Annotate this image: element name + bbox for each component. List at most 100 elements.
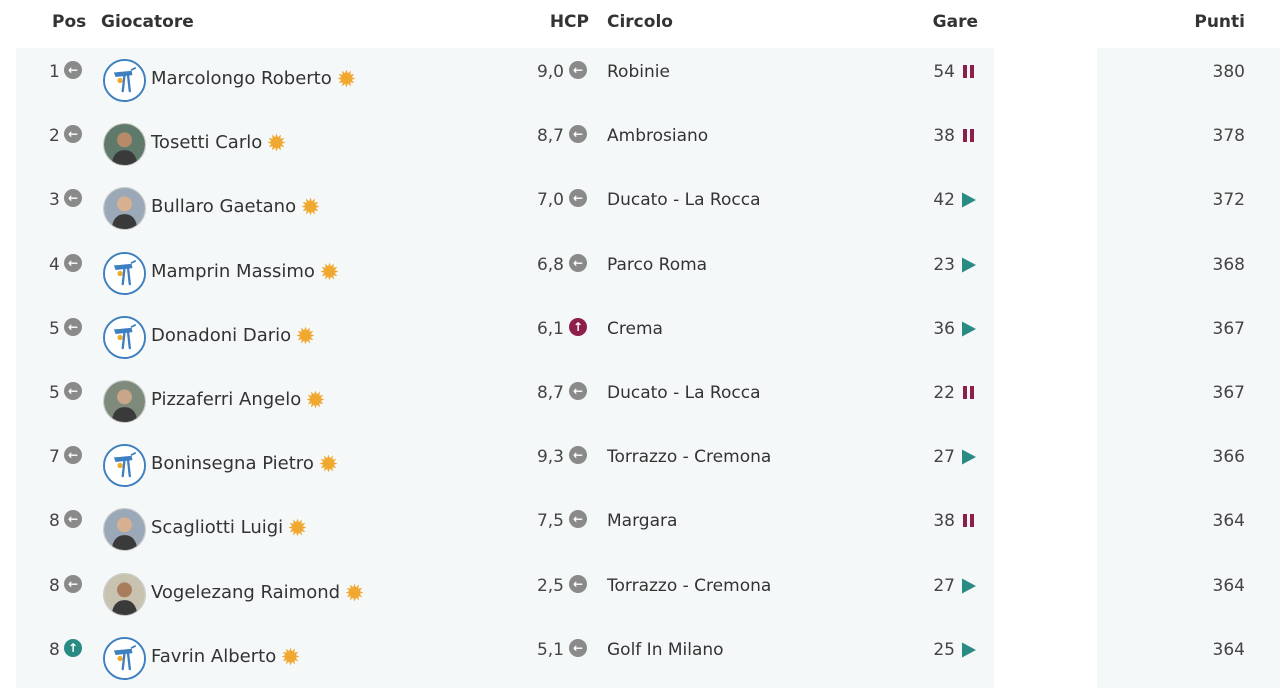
avatar-logo[interactable] xyxy=(103,251,146,295)
header-gare[interactable]: Gare xyxy=(932,12,978,32)
hcp-value: 2,5 xyxy=(536,575,564,596)
arrow-left-icon: ← xyxy=(569,189,587,208)
circolo-name: Crema xyxy=(607,318,663,339)
arrow-left-icon: ← xyxy=(64,189,82,208)
player-name[interactable]: Donadoni Dario xyxy=(151,325,315,346)
avatar-logo[interactable] xyxy=(103,59,146,102)
avatar-logo[interactable] xyxy=(103,315,146,359)
table-row[interactable]: 7 ← Boninsegna Pietro 9,3 ← Torrazzo - C… xyxy=(0,433,1280,497)
circolo-name: Margara xyxy=(607,511,678,532)
avatar-logo[interactable] xyxy=(103,636,146,680)
sun-badge-icon xyxy=(345,582,364,602)
play-icon xyxy=(961,642,977,658)
arrow-left-icon: ← xyxy=(569,61,587,79)
gare-value: 42 xyxy=(933,190,955,211)
position-value: 7 xyxy=(49,447,60,468)
table-row[interactable]: 8 ← Scagliotti Luigi 7,5 ← Margara 38 36… xyxy=(0,497,1280,561)
gare-value: 25 xyxy=(933,639,955,660)
table-row[interactable]: 2 ← Tosetti Carlo 8,7 ← Ambrosiano 38 37… xyxy=(0,112,1280,176)
player-name-text: Bullaro Gaetano xyxy=(151,196,297,218)
avatar-photo[interactable] xyxy=(103,379,146,423)
hcp-value: 7,0 xyxy=(536,190,564,211)
sun-badge-icon xyxy=(320,262,339,281)
table-body: 1 ← Marcolongo Roberto 9,0 ← Robinie 5 4 … xyxy=(0,48,1280,688)
header-punti[interactable]: Punti xyxy=(1194,12,1245,32)
arrow-left-icon: ← xyxy=(64,125,82,144)
player-name-text: Mamprin Massimo xyxy=(151,260,315,282)
player-name[interactable]: Boninsegna Pietro xyxy=(151,453,338,474)
punti-value: 378 xyxy=(1212,126,1245,147)
avatar-photo[interactable] xyxy=(103,572,146,616)
player-name[interactable]: Marcolongo Roberto xyxy=(151,68,356,89)
arrow-left-icon: ← xyxy=(64,317,82,336)
punti-value: 367 xyxy=(1212,382,1245,403)
arrow-up-icon: ↑ xyxy=(64,638,82,657)
avatar-logo[interactable] xyxy=(103,444,146,488)
gare-value: 27 xyxy=(933,575,955,596)
hcp-value: 7,5 xyxy=(536,511,564,532)
play-icon xyxy=(961,578,977,594)
table-row[interactable]: 3 ← Bullaro Gaetano 7,0 ← Ducato - La Ro… xyxy=(0,176,1280,240)
player-name[interactable]: Favrin Alberto xyxy=(151,646,300,667)
circolo-name: Torrazzo - Cremona xyxy=(607,575,772,596)
pause-icon xyxy=(961,385,977,401)
position-value: 4 xyxy=(49,254,60,275)
hcp-value: 9,0 xyxy=(536,62,564,82)
gare-value: 36 xyxy=(933,318,955,339)
arrow-left-icon: ← xyxy=(569,381,587,400)
avatar-photo[interactable] xyxy=(103,508,146,552)
hcp-value: 9,3 xyxy=(536,447,564,468)
avatar-photo[interactable] xyxy=(103,187,146,231)
table-band xyxy=(16,48,994,688)
table-row[interactable]: 1 ← Marcolongo Roberto 9,0 ← Robinie 54 … xyxy=(0,48,1280,112)
sun-badge-icon xyxy=(281,647,300,666)
position-value: 1 xyxy=(49,62,60,82)
position-value: 8 xyxy=(49,511,60,532)
table-row[interactable]: 5 ← Donadoni Dario 6,1 ↑ Crema 36 367 xyxy=(0,305,1280,369)
table-row[interactable]: 8 ← Vogelezang Raimond 2,5 ← Torrazzo - … xyxy=(0,562,1280,626)
player-name[interactable]: Vogelezang Raimond xyxy=(151,582,364,603)
player-name[interactable]: Tosetti Carlo xyxy=(151,132,286,153)
table-header: Pos Giocatore HCP Circolo Gare Punti xyxy=(0,0,1280,48)
table-row[interactable]: 4 ← Mamprin Massimo 6,8 ← Parco Roma 23 … xyxy=(0,241,1280,305)
arrow-left-icon: ← xyxy=(64,61,82,79)
header-circolo[interactable]: Circolo xyxy=(607,12,673,32)
circolo-name: Ambrosiano xyxy=(607,126,709,147)
header-pos[interactable]: Pos xyxy=(52,12,87,32)
gare-value: 38 xyxy=(933,126,955,147)
hcp-value: 8,7 xyxy=(536,126,564,147)
position-value: 2 xyxy=(49,126,60,147)
arrow-left-icon: ← xyxy=(569,446,587,465)
play-icon xyxy=(961,192,977,208)
sun-badge-icon xyxy=(301,197,320,216)
punti-value: 364 xyxy=(1212,639,1245,660)
table-row[interactable]: 8 ↑ Favrin Alberto 5,1 ← Golf In Milano … xyxy=(0,626,1280,688)
sun-badge-icon xyxy=(267,133,286,152)
circolo-name: Ducato - La Rocca xyxy=(607,190,761,211)
player-name[interactable]: Pizzaferri Angelo xyxy=(151,389,325,410)
header-giocatore[interactable]: Giocatore xyxy=(101,12,194,32)
punti-value: 364 xyxy=(1212,511,1245,532)
arrow-left-icon: ← xyxy=(569,125,587,144)
punti-value: 372 xyxy=(1212,190,1245,211)
player-name[interactable]: Mamprin Massimo xyxy=(151,261,339,282)
gare-value: 27 xyxy=(933,447,955,468)
avatar-photo[interactable] xyxy=(103,123,146,167)
circolo-name: Golf In Milano xyxy=(607,639,724,660)
table-row[interactable]: 5 ← Pizzaferri Angelo 8,7 ← Ducato - La … xyxy=(0,369,1280,433)
header-hcp[interactable]: HCP xyxy=(549,12,589,32)
player-name[interactable]: Bullaro Gaetano xyxy=(151,196,320,217)
player-name[interactable]: Scagliotti Luigi xyxy=(151,517,307,538)
gare-value: 38 xyxy=(933,511,955,532)
pause-icon xyxy=(961,128,977,144)
player-name-text: Marcolongo Roberto xyxy=(151,68,332,89)
position-value: 8 xyxy=(49,575,60,596)
punti-value: 380 xyxy=(1212,62,1245,82)
player-name-text: Pizzaferri Angelo xyxy=(151,388,302,410)
circolo-name: Robinie xyxy=(607,62,670,82)
circolo-name: Torrazzo - Cremona xyxy=(607,447,772,468)
arrow-up-icon: ↑ xyxy=(569,317,587,336)
sun-badge-icon xyxy=(306,390,325,409)
arrow-left-icon: ← xyxy=(569,574,587,593)
